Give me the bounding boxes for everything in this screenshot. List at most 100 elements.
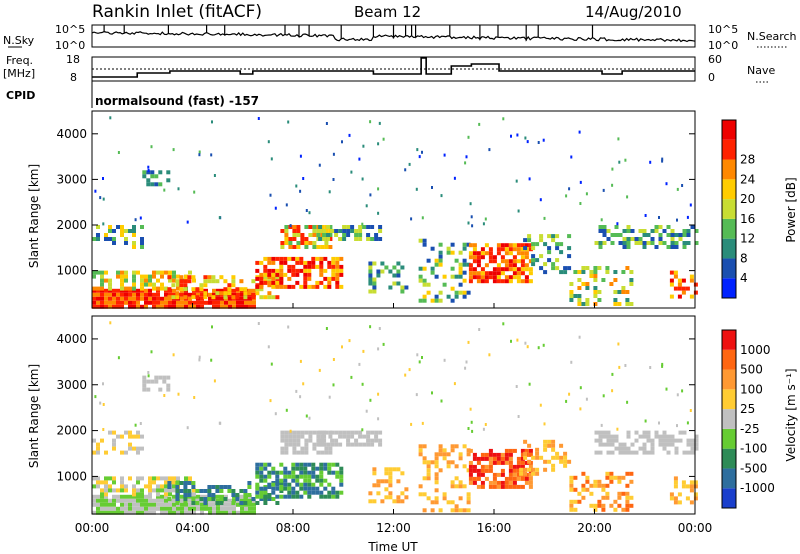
- heatmap-cell: [176, 510, 180, 515]
- heatmap-cell: [128, 442, 132, 447]
- heatmap-cell: [689, 294, 694, 299]
- heatmap-cell: [335, 256, 340, 261]
- heatmap-cell: [188, 292, 192, 297]
- heatmap-cell: [602, 394, 605, 398]
- heatmap-cell: [528, 271, 533, 276]
- heatmap-cell: [299, 359, 302, 363]
- heatmap-cell: [339, 268, 344, 273]
- heatmap-cell: [164, 288, 168, 293]
- heatmap-cell: [440, 194, 443, 198]
- heatmap-cell: [243, 291, 248, 296]
- heatmap-cell: [284, 434, 289, 439]
- heatmap-cell: [368, 289, 373, 294]
- heatmap-cell: [252, 510, 256, 515]
- heatmap-cell: [147, 371, 150, 374]
- heatmap-cell: [172, 353, 175, 357]
- heatmap-cell: [124, 296, 128, 301]
- heatmap-cell: [372, 277, 377, 282]
- heatmap-cell: [492, 472, 497, 477]
- heatmap-cell: [654, 430, 659, 435]
- heatmap-cell: [328, 450, 333, 455]
- heatmap-cell: [438, 290, 443, 295]
- heatmap-cell: [104, 288, 108, 293]
- heatmap-cell: [318, 368, 321, 372]
- heatmap-cell: [307, 470, 312, 475]
- heatmap-cell: [160, 270, 164, 275]
- heatmap-cell: [488, 247, 493, 252]
- heatmap-cell: [531, 258, 536, 263]
- heatmap-cell: [295, 389, 298, 393]
- heatmap-cell: [128, 430, 132, 435]
- heatmap-cell: [120, 476, 124, 481]
- heatmap-cell: [150, 174, 155, 179]
- heatmap-cell: [504, 460, 509, 465]
- heatmap-cell: [156, 296, 160, 301]
- heatmap-cell: [275, 470, 280, 475]
- heatmap-cell: [271, 272, 276, 277]
- heatmap-cell: [148, 480, 152, 485]
- heatmap-cell: [284, 446, 289, 451]
- heatmap-cell: [240, 494, 244, 499]
- heatmap-cell: [434, 464, 439, 469]
- heatmap-cell: [300, 450, 305, 455]
- heatmap-cell: [120, 288, 124, 293]
- heatmap-cell: [621, 290, 626, 294]
- heatmap-cell: [112, 446, 116, 451]
- heatmap-cell: [180, 292, 184, 297]
- heatmap-cell: [232, 506, 236, 511]
- heatmap-cell: [638, 237, 643, 241]
- heatmap-cell: [384, 265, 389, 270]
- heatmap-cell: [120, 498, 124, 503]
- heatmap-cell: [232, 498, 236, 503]
- heatmap-cell: [598, 225, 603, 229]
- heatmap-cell: [140, 502, 144, 507]
- heatmap-cell: [332, 178, 335, 181]
- heatmap-cell: [467, 221, 470, 225]
- heatmap-cell: [438, 452, 443, 457]
- heatmap-cell: [666, 450, 671, 455]
- heatmap-cell: [492, 259, 497, 264]
- heatmap-cell: [510, 339, 512, 343]
- heatmap-cell: [128, 229, 132, 233]
- heatmap-cell: [682, 229, 687, 233]
- heatmap-cell: [519, 471, 524, 476]
- heatmap-cell: [508, 251, 513, 256]
- heatmap-cell: [472, 275, 477, 280]
- heatmap-cell: [450, 266, 455, 271]
- heatmap-cell: [476, 468, 481, 473]
- heatmap-cell: [410, 422, 413, 426]
- heatmap-cell: [528, 472, 533, 477]
- heatmap-cell: [184, 476, 188, 481]
- heatmap-cell: [454, 274, 459, 279]
- heatmap-cell: [100, 492, 104, 497]
- heatmap-cell: [646, 233, 651, 237]
- heatmap-cell: [220, 510, 224, 515]
- heatmap-cell: [666, 434, 671, 439]
- heatmap-cell: [468, 468, 473, 473]
- heatmap-cell: [211, 120, 213, 124]
- heatmap-cell: [231, 489, 236, 493]
- heatmap-cell: [551, 238, 556, 243]
- heatmap-cell: [304, 438, 309, 443]
- heatmap-cell: [468, 480, 473, 485]
- heatmap-cell: [516, 251, 521, 256]
- heatmap-cell: [279, 478, 284, 483]
- power-heatmap-cells: [92, 116, 699, 309]
- heatmap-cell: [594, 450, 599, 455]
- heatmap-cell: [524, 476, 529, 481]
- heatmap-cell: [188, 270, 192, 275]
- heatmap-cell: [308, 438, 313, 443]
- heatmap-cell: [581, 471, 586, 476]
- heatmap-cell: [140, 292, 144, 297]
- heatmap-cell: [622, 245, 627, 249]
- heatmap-cell: [279, 494, 284, 499]
- heatmap-cell: [454, 464, 459, 469]
- heatmap-cell: [211, 279, 216, 284]
- heatmap-cell: [585, 192, 588, 196]
- heatmap-cell: [626, 241, 631, 245]
- colorbar-segment: [722, 428, 736, 449]
- heatmap-cell: [132, 270, 136, 275]
- heatmap-cell: [279, 276, 284, 281]
- heatmap-cell: [132, 494, 136, 499]
- heatmap-cell: [289, 224, 292, 228]
